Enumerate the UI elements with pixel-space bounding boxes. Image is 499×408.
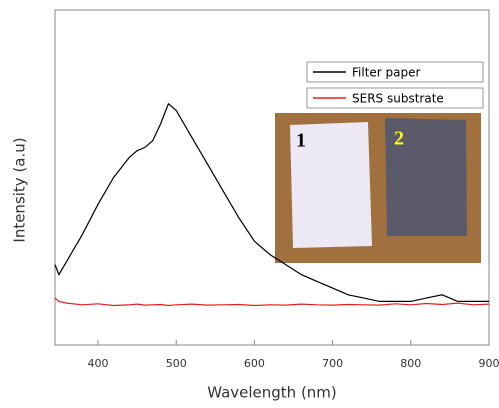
y-axis-label: Intensity (a.u) xyxy=(11,137,29,242)
x-tick-label: 400 xyxy=(88,357,109,370)
legend-label: Filter paper xyxy=(352,66,421,80)
legend-box xyxy=(306,61,484,83)
inset-label: 2 xyxy=(394,128,404,150)
plot-frame xyxy=(54,9,490,346)
x-tick-label: 700 xyxy=(322,357,343,370)
x-axis-label: Wavelength (nm) xyxy=(207,384,337,402)
legend-label: SERS substrate xyxy=(352,92,444,106)
inset-label: 1 xyxy=(296,130,306,152)
data-line xyxy=(54,102,489,302)
filter-paper-photo xyxy=(290,122,372,248)
inset-photo xyxy=(275,113,481,263)
data-line xyxy=(54,297,490,307)
x-tick-label: 600 xyxy=(244,357,265,370)
x-tick-label: 500 xyxy=(166,357,187,370)
x-tick-label: 900 xyxy=(479,357,499,370)
legend-box xyxy=(306,87,484,109)
sers-substrate-photo xyxy=(385,118,467,236)
x-tick-label: 800 xyxy=(400,357,421,370)
